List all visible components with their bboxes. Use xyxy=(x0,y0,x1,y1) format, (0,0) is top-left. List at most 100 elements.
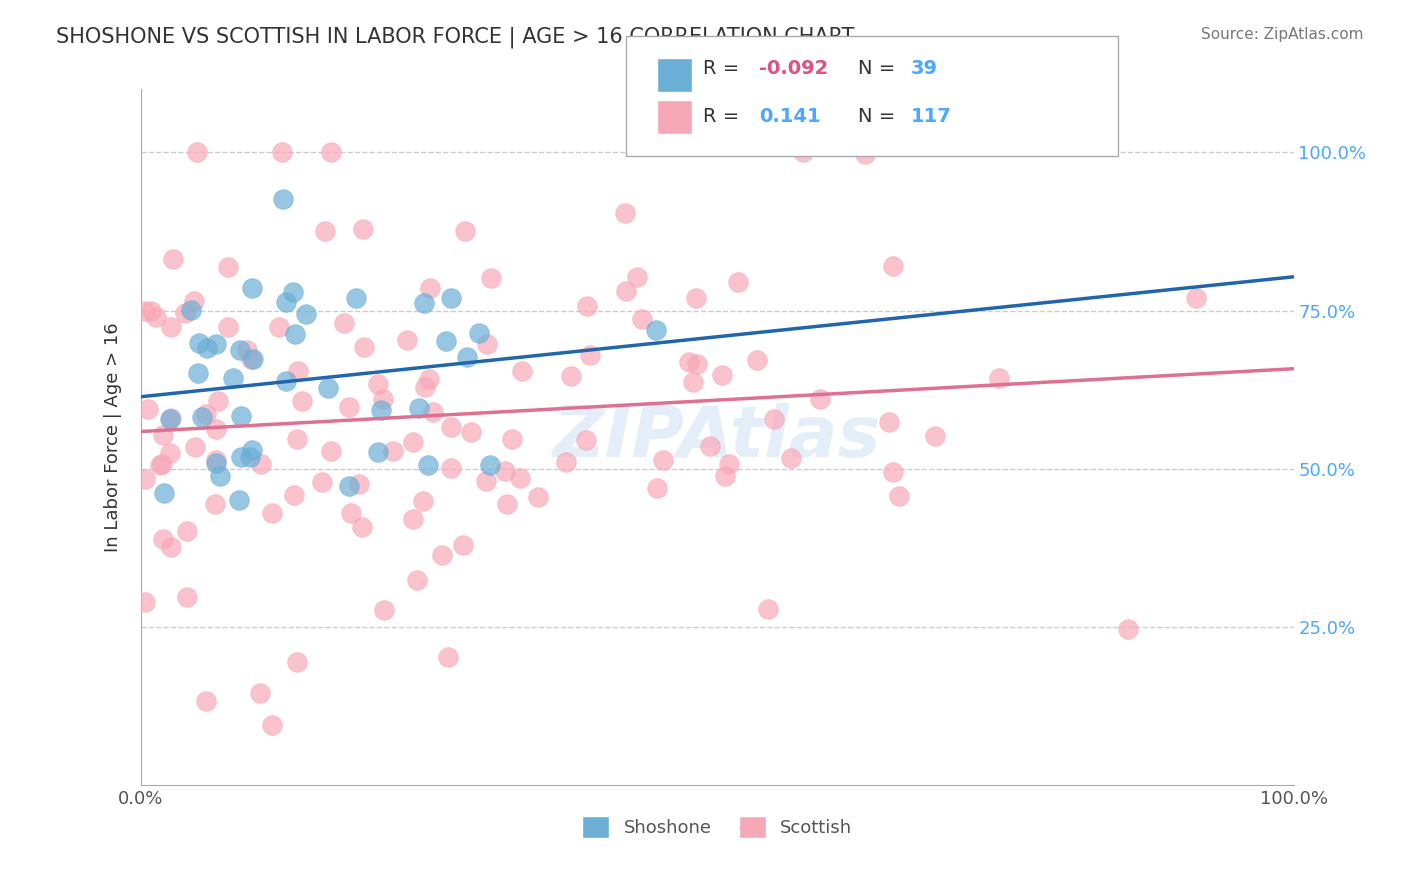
Point xyxy=(205,422,228,436)
Point xyxy=(780,450,803,465)
Point xyxy=(287,432,309,446)
Point xyxy=(714,468,737,483)
Point xyxy=(510,364,533,378)
Point xyxy=(614,206,637,220)
Text: -0.092: -0.092 xyxy=(759,59,828,78)
Point xyxy=(290,394,312,409)
Point xyxy=(333,317,356,331)
Point xyxy=(176,590,198,604)
Point xyxy=(645,323,668,337)
Y-axis label: In Labor Force | Age > 16: In Labor Force | Age > 16 xyxy=(104,322,122,552)
Point xyxy=(440,419,463,434)
Point xyxy=(240,442,263,457)
Point xyxy=(152,458,174,472)
Point xyxy=(249,686,271,700)
Point xyxy=(283,487,305,501)
Point xyxy=(134,472,156,486)
Point xyxy=(285,655,308,669)
Point xyxy=(631,312,654,326)
Point xyxy=(152,428,174,442)
Point xyxy=(271,145,294,160)
Point xyxy=(402,434,425,449)
Point xyxy=(205,453,228,467)
Point xyxy=(134,595,156,609)
Point xyxy=(152,532,174,546)
Point xyxy=(496,497,519,511)
Point xyxy=(367,444,389,458)
Text: N =: N = xyxy=(858,107,901,127)
Point xyxy=(250,457,273,471)
Point xyxy=(204,497,226,511)
Point xyxy=(758,602,780,616)
Point xyxy=(477,336,499,351)
Point xyxy=(239,351,262,366)
Point xyxy=(560,369,582,384)
Point xyxy=(222,370,245,384)
Point xyxy=(162,252,184,266)
Point xyxy=(626,269,648,284)
Point xyxy=(685,291,707,305)
Text: ZIPAtlas: ZIPAtlas xyxy=(553,402,882,472)
Point xyxy=(229,343,252,358)
Point xyxy=(440,291,463,305)
Point xyxy=(1185,291,1208,305)
Point xyxy=(460,425,482,439)
Point xyxy=(727,276,749,290)
Point xyxy=(235,343,257,357)
Point xyxy=(349,476,371,491)
Point xyxy=(882,466,904,480)
Point xyxy=(373,603,395,617)
Point xyxy=(242,281,264,295)
Point xyxy=(284,326,307,341)
Point xyxy=(352,222,374,236)
Point xyxy=(205,456,228,470)
Point xyxy=(287,364,309,378)
Point xyxy=(217,260,239,274)
Point xyxy=(229,409,252,423)
Point xyxy=(207,394,229,409)
Point xyxy=(381,444,404,458)
Point xyxy=(430,548,453,562)
Point xyxy=(792,145,814,160)
Point xyxy=(180,303,202,318)
Point xyxy=(242,352,264,367)
Point xyxy=(183,294,205,309)
Point xyxy=(686,357,709,371)
Point xyxy=(853,147,876,161)
Point xyxy=(745,353,768,368)
Point xyxy=(575,434,598,448)
Point xyxy=(173,306,195,320)
Point xyxy=(134,304,156,318)
Point xyxy=(614,285,637,299)
Point xyxy=(406,574,429,588)
Point xyxy=(262,506,284,520)
Point xyxy=(456,350,478,364)
Point xyxy=(187,366,209,380)
Text: Source: ZipAtlas.com: Source: ZipAtlas.com xyxy=(1201,27,1364,42)
Point xyxy=(319,145,342,160)
Point xyxy=(453,224,475,238)
Point xyxy=(267,319,290,334)
Point xyxy=(276,374,298,388)
Point xyxy=(316,381,339,395)
Point xyxy=(319,443,342,458)
Point xyxy=(579,348,602,362)
Legend: Shoshone, Scottish: Shoshone, Scottish xyxy=(575,809,859,846)
Point xyxy=(204,336,226,351)
Point xyxy=(396,333,419,347)
Point xyxy=(271,193,294,207)
Point xyxy=(188,336,211,351)
Point xyxy=(717,458,740,472)
Point xyxy=(1116,623,1139,637)
Point xyxy=(274,294,297,309)
Point xyxy=(436,649,458,664)
Point xyxy=(228,493,250,508)
Point xyxy=(479,458,502,472)
Point xyxy=(576,299,599,313)
Point xyxy=(474,474,496,488)
Point xyxy=(762,412,785,426)
Text: 39: 39 xyxy=(911,59,938,78)
Point xyxy=(468,326,491,340)
Point xyxy=(195,694,218,708)
Point xyxy=(678,355,700,369)
